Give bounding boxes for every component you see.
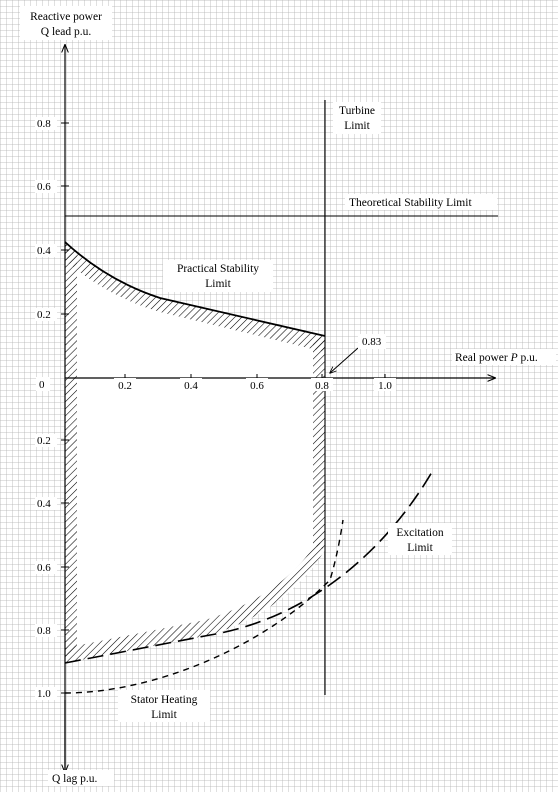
turbine-label-bg bbox=[333, 102, 381, 134]
practical-stability-curve bbox=[64, 241, 326, 337]
excitation-label-line1: Excitation bbox=[396, 527, 444, 539]
stator-heating-label-line2: Limit bbox=[151, 709, 177, 721]
practical-stability-label-line1: Practical Stability bbox=[177, 263, 259, 275]
x-tick-0.2: 0.2 bbox=[118, 380, 132, 392]
left-edge-hatch bbox=[65, 242, 77, 663]
operating-region bbox=[65, 242, 325, 663]
turbine-label-line1: Turbine bbox=[339, 105, 375, 117]
stator-heating-hatch bbox=[65, 540, 325, 663]
y-lead-tick-labels: 0.8 0.6 0.4 0.2 bbox=[35, 117, 57, 321]
y-lag-tick-0.6: 0.6 bbox=[37, 562, 51, 574]
x-tick-labels: 0.2 0.4 0.6 0.8 1.0 bbox=[114, 378, 396, 392]
excitation-label-line2: Limit bbox=[407, 542, 433, 554]
y-lag-tick-0.2: 0.2 bbox=[37, 435, 51, 447]
origin-label: 0 bbox=[39, 379, 45, 391]
origin-label-bg bbox=[36, 377, 50, 391]
practical-stability-label-line2: Limit bbox=[205, 278, 231, 290]
y-lag-tick-0.4: 0.4 bbox=[37, 498, 51, 510]
marker-label-bg bbox=[358, 334, 386, 349]
y-lead-tick-0.8: 0.8 bbox=[37, 118, 51, 130]
x-tick-0.8: 0.8 bbox=[315, 380, 329, 392]
x-axis-label-bg bbox=[452, 349, 556, 365]
y-axis-top-label-line1: Reactive power bbox=[30, 11, 102, 23]
marker-arrow bbox=[330, 347, 359, 373]
y-lag-tick-labels: 0.2 0.4 0.6 0.8 1.0 bbox=[35, 434, 57, 700]
y-axis-top-label-line2: Q lead p.u. bbox=[41, 26, 92, 38]
turbine-label-line2: Limit bbox=[344, 120, 370, 132]
x-tick-0.6: 0.6 bbox=[250, 380, 264, 392]
practical-label-bg bbox=[163, 260, 273, 292]
stator-heating-curve bbox=[64, 519, 344, 694]
excitation-label-bg bbox=[388, 523, 452, 555]
y-top-label-bg bbox=[20, 6, 112, 40]
y-lag-tick-0.8: 0.8 bbox=[37, 625, 51, 637]
x-tick-1.0: 1.0 bbox=[378, 380, 392, 392]
y-axis-bottom-label: Q lag p.u. bbox=[52, 773, 97, 785]
x-tick-0.4: 0.4 bbox=[184, 380, 198, 392]
y-lead-tick-0.6: 0.6 bbox=[37, 181, 51, 193]
stator-heating-label-line1: Stator Heating bbox=[131, 694, 198, 706]
y-lead-tick-0.2: 0.2 bbox=[37, 309, 51, 321]
turbine-limit-hatch bbox=[313, 336, 325, 550]
practical-stability-hatch bbox=[65, 242, 325, 352]
theoretical-label-bg bbox=[345, 194, 497, 210]
theoretical-stability-label: Theoretical Stability Limit bbox=[349, 197, 472, 209]
x-axis-label: Real power P p.u. bbox=[455, 352, 538, 364]
y-bottom-label-bg bbox=[48, 770, 114, 786]
y-lead-tick-0.4: 0.4 bbox=[37, 245, 51, 257]
excitation-limit-curve bbox=[64, 471, 433, 664]
y-lag-tick-1.0: 1.0 bbox=[37, 688, 51, 700]
marker-value-label: 0.83 bbox=[362, 336, 382, 348]
stator-label-bg bbox=[118, 690, 210, 722]
